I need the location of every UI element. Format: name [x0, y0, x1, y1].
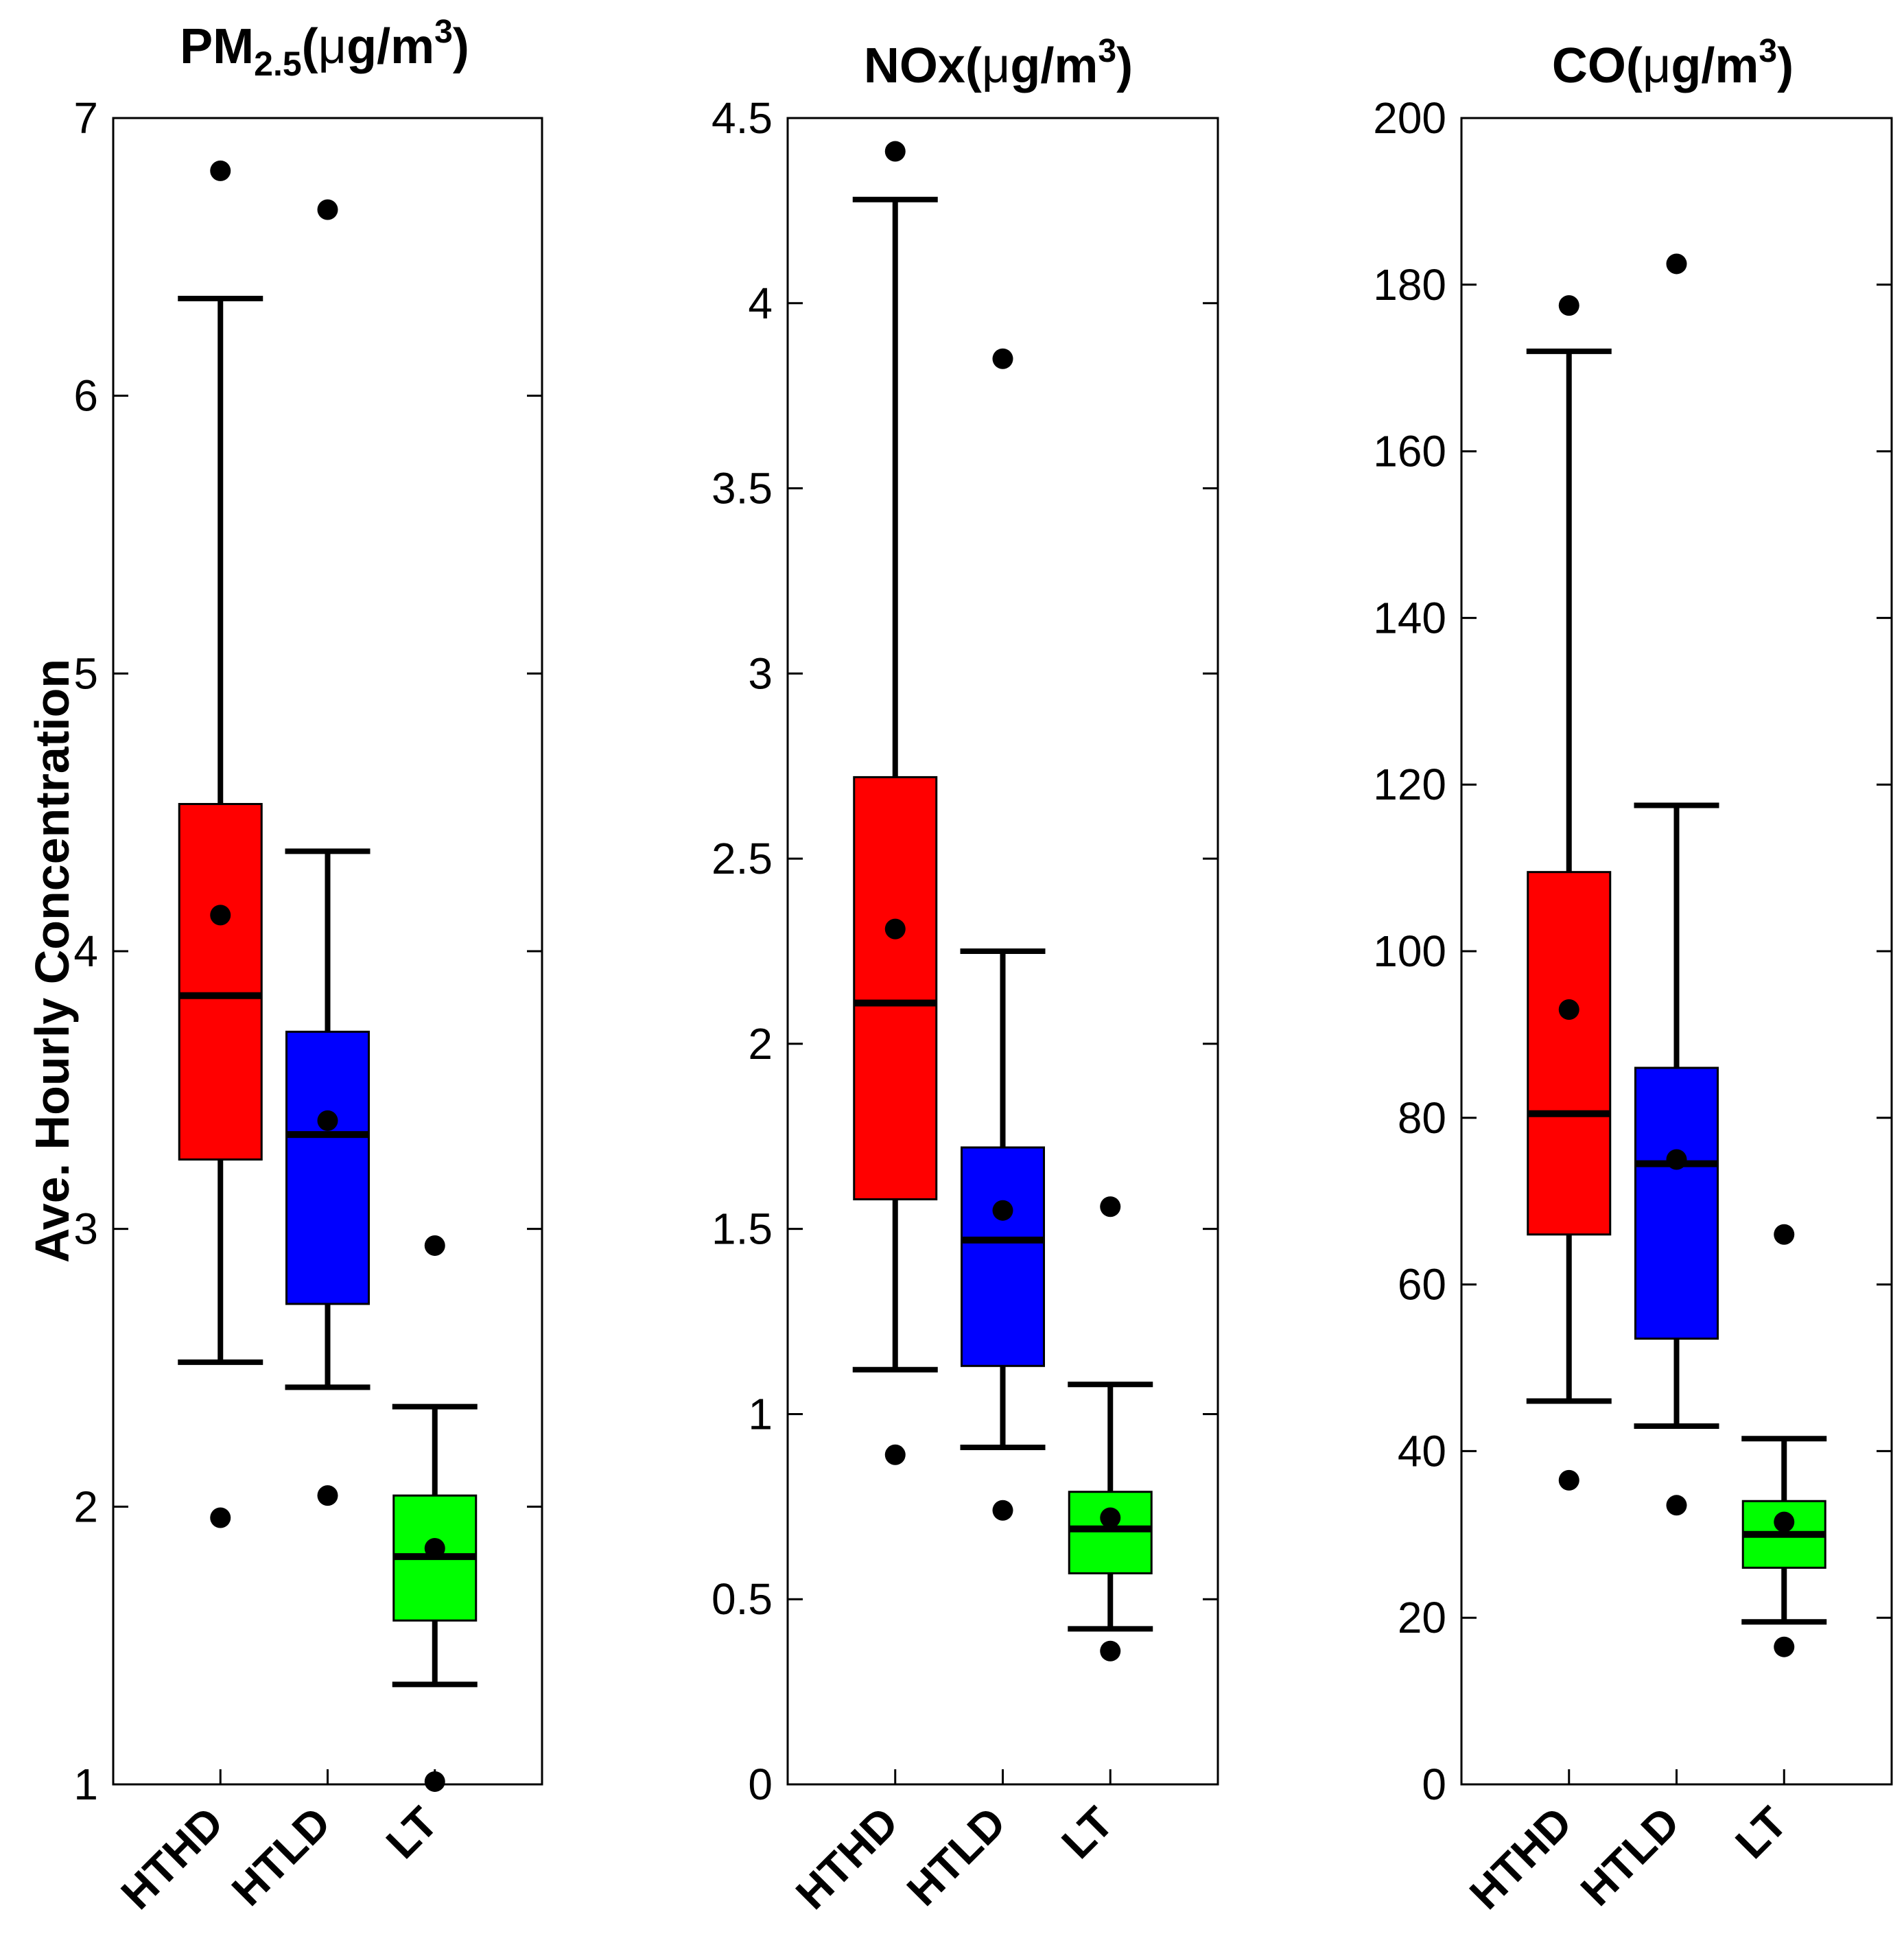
title-unit: g/m	[1010, 38, 1098, 93]
y-axis-label: Ave. Hourly Concentration	[25, 659, 79, 1263]
panel-title-co: CO(μg/m3)	[1552, 33, 1794, 93]
iqr-box	[285, 1030, 370, 1305]
outlier-low-point	[1100, 1640, 1121, 1662]
y-tick-label: 1.5	[712, 1204, 773, 1254]
outlier-low-point	[210, 1507, 231, 1528]
y-tick-label: 120	[1373, 760, 1446, 809]
title-main: NOx(	[864, 38, 982, 93]
outlier-high-point	[992, 348, 1013, 369]
y-tick-label: 20	[1398, 1593, 1446, 1642]
title-unit-close: )	[1777, 38, 1794, 93]
y-tick-label: 160	[1373, 427, 1446, 476]
mean-point	[1558, 999, 1579, 1020]
y-tick-label: 100	[1373, 926, 1446, 976]
title-subscript: 2.5	[254, 45, 302, 83]
title-unit: g/m	[346, 19, 434, 74]
iqr-box	[1068, 1491, 1153, 1574]
outlier-high-point	[317, 199, 338, 220]
y-tick-label: 4	[748, 279, 773, 328]
title-superscript: 3	[1098, 33, 1116, 69]
y-tick-label: 0	[748, 1760, 773, 1809]
outlier-low-point	[884, 1444, 906, 1465]
mean-point	[210, 905, 231, 926]
mean-point	[992, 1200, 1013, 1221]
outlier-high-point	[210, 160, 231, 181]
y-tick-label: 6	[73, 371, 98, 421]
outlier-low-point	[1558, 1469, 1579, 1491]
y-tick-label: 4.5	[712, 93, 773, 143]
title-mu: μ	[1643, 38, 1671, 93]
mean-point	[317, 1110, 338, 1131]
title-unit-close: )	[1116, 38, 1133, 93]
y-tick-label: 0	[1422, 1760, 1446, 1809]
title-unit-open: (	[302, 19, 318, 74]
mean-point	[884, 918, 906, 940]
outlier-low-point	[992, 1500, 1013, 1521]
iqr-box	[1527, 871, 1612, 1236]
title-main: CO(	[1552, 38, 1643, 93]
y-tick-label: 2.5	[712, 834, 773, 883]
y-tick-label: 5	[73, 649, 98, 698]
title-superscript: 3	[1759, 33, 1777, 69]
outlier-high-point	[1100, 1196, 1121, 1217]
title-unit: g/m	[1671, 38, 1759, 93]
title-mu: μ	[318, 19, 346, 74]
y-tick-label: 180	[1373, 260, 1446, 310]
box-lt: LT	[1052, 1196, 1153, 1868]
mean-point	[1666, 1149, 1687, 1170]
title-mu: μ	[982, 38, 1010, 93]
y-tick-label: 4	[73, 926, 98, 976]
y-tick-label: 2	[73, 1482, 98, 1531]
mean-point	[1100, 1507, 1121, 1528]
y-tick-label: 3	[73, 1204, 98, 1254]
y-tick-label: 3.5	[712, 464, 773, 513]
y-tick-label: 40	[1398, 1426, 1446, 1476]
y-tick-label: 1	[748, 1389, 773, 1438]
outlier-low-point	[317, 1485, 338, 1506]
y-tick-label: 7	[73, 93, 98, 143]
y-tick-label: 140	[1373, 593, 1446, 642]
mean-point	[1774, 1511, 1795, 1532]
iqr-box	[961, 1146, 1045, 1367]
title-unit-close: )	[453, 19, 469, 74]
y-tick-label: 0.5	[712, 1574, 773, 1624]
iqr-box	[178, 803, 263, 1161]
iqr-box	[1634, 1067, 1719, 1340]
title-superscript: 3	[434, 14, 453, 50]
y-tick-label: 80	[1398, 1093, 1446, 1143]
outlier-high-point	[424, 1235, 445, 1256]
y-tick-label: 1	[73, 1760, 98, 1809]
title-main: PM	[180, 19, 254, 74]
outlier-low-point	[424, 1771, 445, 1792]
outlier-low-point	[1774, 1636, 1795, 1657]
y-tick-label: 60	[1398, 1260, 1446, 1309]
panel-title-nox: NOx(μg/m3)	[864, 33, 1133, 93]
panel-title-pm25: PM2.5(μg/m3)	[180, 14, 469, 83]
outlier-high-point	[1774, 1224, 1795, 1245]
mean-point	[424, 1538, 445, 1559]
iqr-box	[853, 776, 938, 1201]
y-tick-label: 3	[748, 649, 773, 698]
y-tick-label: 200	[1373, 93, 1446, 143]
outlier-high-point	[1558, 295, 1579, 316]
outlier-high-point	[884, 141, 906, 162]
outlier-low-point	[1666, 1495, 1687, 1516]
outlier-high-point	[1666, 253, 1687, 275]
y-tick-label: 2	[748, 1019, 773, 1069]
